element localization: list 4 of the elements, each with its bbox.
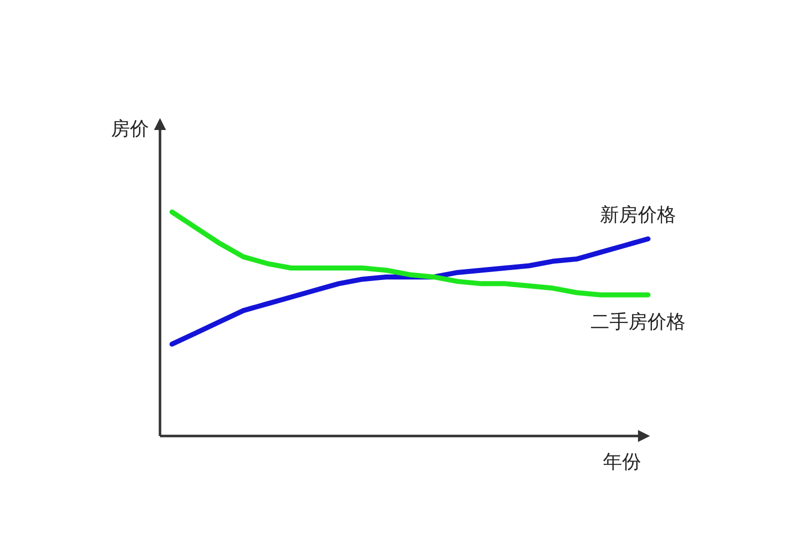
series-label: 新房价格	[600, 204, 676, 226]
series-label: 二手房价格	[590, 310, 686, 333]
x-axis-title: 年份	[603, 451, 641, 473]
y-axis-title: 房价	[111, 118, 149, 140]
